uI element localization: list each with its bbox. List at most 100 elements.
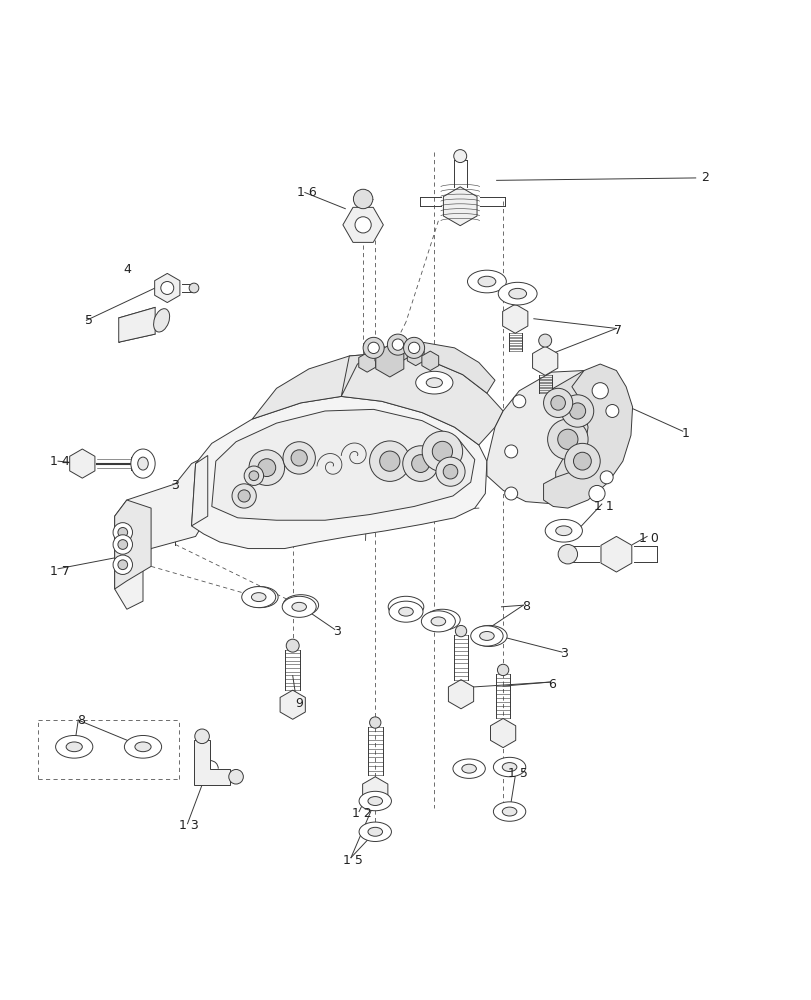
Ellipse shape [358,822,391,841]
Polygon shape [191,396,487,549]
Ellipse shape [431,617,445,626]
Ellipse shape [66,742,82,752]
Ellipse shape [195,729,209,744]
Ellipse shape [481,631,497,641]
Ellipse shape [508,288,526,299]
Polygon shape [502,304,527,333]
Circle shape [504,487,517,500]
Ellipse shape [502,807,517,816]
Circle shape [249,450,285,485]
Ellipse shape [367,827,382,836]
Text: 1 1: 1 1 [594,500,613,513]
Ellipse shape [421,611,455,632]
Polygon shape [600,536,631,572]
Text: 1 3: 1 3 [179,819,199,832]
Polygon shape [154,273,180,303]
Circle shape [387,334,408,355]
Circle shape [161,282,174,294]
Ellipse shape [426,378,442,388]
Polygon shape [543,364,632,508]
Circle shape [353,189,372,209]
Polygon shape [252,353,503,445]
Text: 3: 3 [333,625,341,638]
Text: 1 4: 1 4 [49,455,70,468]
Circle shape [189,283,199,293]
Polygon shape [375,345,403,377]
Circle shape [573,452,590,470]
Ellipse shape [229,769,243,784]
Circle shape [599,471,612,484]
Ellipse shape [467,270,506,293]
Circle shape [369,441,410,481]
Polygon shape [375,346,391,366]
Text: 7: 7 [613,324,621,337]
Circle shape [118,540,127,549]
Circle shape [436,457,465,486]
Circle shape [113,535,132,554]
Ellipse shape [388,601,423,622]
Circle shape [557,429,577,449]
Polygon shape [341,342,495,396]
Text: 1 0: 1 0 [638,532,658,545]
Ellipse shape [252,592,268,602]
Ellipse shape [544,519,581,542]
Text: 6: 6 [547,678,555,691]
Ellipse shape [397,602,414,612]
Ellipse shape [398,607,413,616]
Circle shape [369,717,380,728]
Ellipse shape [358,791,391,811]
Circle shape [367,342,379,354]
Ellipse shape [498,282,536,305]
Text: 5: 5 [84,314,92,327]
Text: 9: 9 [295,697,303,710]
Text: 3: 3 [559,647,567,660]
Polygon shape [407,346,423,366]
Circle shape [497,664,508,676]
Circle shape [513,395,525,408]
Polygon shape [422,351,438,371]
Text: 8: 8 [76,714,84,727]
Ellipse shape [251,593,266,602]
Ellipse shape [479,631,494,640]
Text: 3: 3 [171,479,179,492]
Circle shape [504,445,517,458]
Circle shape [286,639,298,652]
Ellipse shape [124,735,161,758]
Circle shape [431,441,452,462]
Ellipse shape [453,759,485,778]
Circle shape [538,334,551,347]
Circle shape [363,337,384,358]
Circle shape [380,451,400,471]
Polygon shape [532,346,557,375]
Text: 1 6: 1 6 [297,186,317,199]
Ellipse shape [470,626,503,646]
Ellipse shape [282,596,315,617]
Circle shape [605,405,618,417]
Text: 1 5: 1 5 [343,854,363,867]
Circle shape [455,625,466,637]
Ellipse shape [471,625,507,646]
Polygon shape [212,409,474,520]
Circle shape [354,217,371,233]
Ellipse shape [242,587,276,608]
Circle shape [290,450,307,466]
Polygon shape [280,690,305,719]
Ellipse shape [434,615,450,625]
Ellipse shape [461,764,476,773]
Circle shape [508,292,521,305]
Polygon shape [342,207,383,242]
Polygon shape [194,740,230,785]
Ellipse shape [493,757,525,777]
Ellipse shape [55,735,92,758]
Polygon shape [70,449,95,478]
Circle shape [403,337,424,358]
Ellipse shape [242,587,278,608]
Circle shape [547,419,587,460]
Circle shape [557,545,577,564]
Ellipse shape [555,526,571,536]
Text: 4: 4 [122,263,131,276]
Ellipse shape [291,602,306,611]
Polygon shape [114,500,151,589]
Polygon shape [487,371,624,504]
Polygon shape [118,307,155,342]
